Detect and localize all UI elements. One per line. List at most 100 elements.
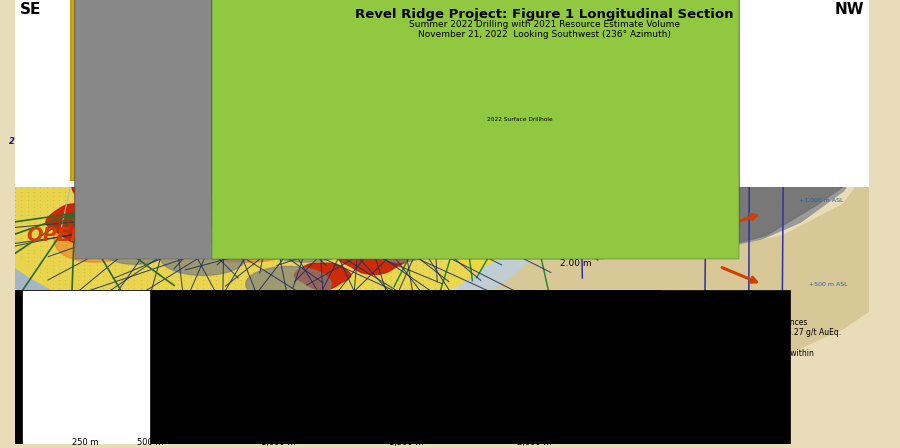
Point bbox=[228, 158, 242, 165]
Point bbox=[284, 246, 298, 253]
Point bbox=[290, 299, 304, 306]
Point bbox=[71, 127, 86, 134]
Point bbox=[52, 162, 67, 169]
Point bbox=[265, 250, 279, 257]
Point bbox=[290, 330, 304, 337]
Point bbox=[277, 311, 292, 318]
Point bbox=[190, 323, 204, 330]
Point bbox=[416, 234, 430, 241]
Point bbox=[315, 238, 329, 246]
Point bbox=[365, 181, 380, 188]
Point bbox=[209, 143, 223, 150]
Point bbox=[284, 219, 298, 226]
Point bbox=[8, 177, 22, 184]
Point bbox=[328, 120, 342, 127]
Point bbox=[277, 139, 292, 146]
Point bbox=[321, 326, 336, 333]
Point bbox=[165, 265, 179, 272]
Point bbox=[21, 173, 35, 181]
Point bbox=[46, 162, 60, 169]
Point bbox=[258, 284, 273, 291]
Point bbox=[384, 296, 399, 303]
Point bbox=[58, 173, 73, 181]
Point bbox=[152, 166, 166, 173]
Point bbox=[271, 326, 285, 333]
Point bbox=[334, 315, 348, 322]
Point bbox=[52, 208, 67, 215]
Point bbox=[171, 223, 185, 230]
Point bbox=[40, 273, 54, 280]
Point bbox=[403, 200, 418, 207]
Point bbox=[284, 261, 298, 268]
Point bbox=[58, 143, 73, 150]
Point bbox=[359, 223, 374, 230]
Point bbox=[359, 276, 374, 284]
Point bbox=[221, 311, 236, 318]
Point bbox=[196, 292, 211, 299]
Point bbox=[215, 338, 230, 345]
Point bbox=[365, 185, 380, 192]
Point bbox=[228, 238, 242, 246]
Point bbox=[215, 276, 230, 284]
Point bbox=[391, 280, 405, 288]
Point bbox=[302, 173, 317, 181]
Point bbox=[384, 258, 399, 265]
Point bbox=[328, 196, 342, 203]
Point bbox=[102, 265, 116, 272]
Point bbox=[302, 288, 317, 295]
Point bbox=[14, 223, 29, 230]
Point bbox=[265, 116, 279, 123]
Point bbox=[365, 273, 380, 280]
Point bbox=[114, 299, 129, 306]
Point bbox=[83, 219, 97, 226]
Point bbox=[258, 280, 273, 288]
Point bbox=[21, 185, 35, 192]
Point bbox=[202, 196, 217, 203]
Point bbox=[271, 120, 285, 127]
Point bbox=[258, 124, 273, 131]
Point bbox=[165, 258, 179, 265]
Point bbox=[46, 250, 60, 257]
Point bbox=[378, 276, 392, 284]
Point bbox=[158, 112, 173, 119]
Point bbox=[422, 284, 436, 291]
FancyBboxPatch shape bbox=[75, 0, 604, 227]
Point bbox=[353, 276, 367, 284]
Point bbox=[253, 269, 267, 276]
Point bbox=[309, 303, 323, 310]
Point bbox=[190, 151, 204, 158]
Point bbox=[340, 181, 355, 188]
Point bbox=[397, 177, 411, 184]
Point bbox=[65, 211, 79, 219]
Point bbox=[184, 112, 198, 119]
Point bbox=[359, 192, 374, 199]
Point bbox=[365, 196, 380, 203]
Point bbox=[234, 196, 248, 203]
Point bbox=[247, 162, 261, 169]
Point bbox=[52, 131, 67, 138]
Point bbox=[302, 158, 317, 165]
Point bbox=[95, 238, 110, 246]
Point bbox=[378, 124, 392, 131]
Point bbox=[365, 311, 380, 318]
Point bbox=[158, 258, 173, 265]
Point bbox=[228, 303, 242, 310]
Polygon shape bbox=[0, 84, 513, 342]
Point bbox=[108, 211, 122, 219]
Point bbox=[440, 246, 454, 253]
Point bbox=[114, 131, 129, 138]
Point bbox=[253, 326, 267, 333]
Point bbox=[378, 169, 392, 177]
Point bbox=[108, 280, 122, 288]
Point bbox=[234, 246, 248, 253]
Point bbox=[340, 120, 355, 127]
Point bbox=[265, 177, 279, 184]
Point bbox=[33, 162, 48, 169]
Point bbox=[403, 139, 418, 146]
Point bbox=[46, 169, 60, 177]
Point bbox=[302, 97, 317, 104]
Point bbox=[265, 258, 279, 265]
Point bbox=[133, 303, 148, 310]
Point bbox=[171, 299, 185, 306]
Point bbox=[410, 204, 424, 211]
